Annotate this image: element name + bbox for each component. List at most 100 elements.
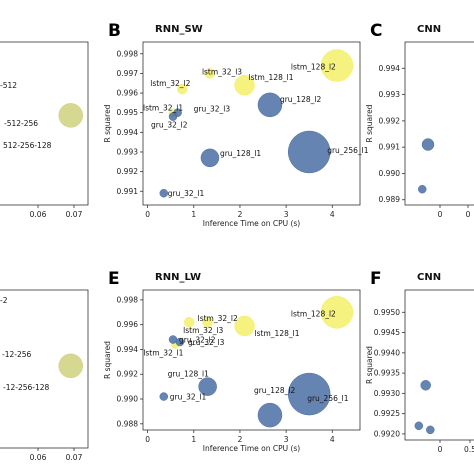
y-tick-label: 0.988 <box>117 419 139 428</box>
panel-title: CNN <box>417 24 441 35</box>
point-label: lstm_128_l1 <box>249 73 294 82</box>
data-point <box>176 83 188 95</box>
x-tick-label: 0 <box>145 435 150 444</box>
point-label: lstm_32_l1 <box>143 349 183 358</box>
data-point <box>320 296 354 329</box>
y-tick-label: 0.9950 <box>374 308 400 317</box>
point-label: -512 <box>0 81 17 90</box>
y-tick-label: 0.9940 <box>374 348 400 357</box>
data-point <box>234 315 255 337</box>
point-label: gru_128_l2 <box>254 386 295 395</box>
point-label: -512-256 <box>4 119 38 128</box>
x-tick-label: 2 <box>238 435 243 444</box>
panel-title: CNN <box>417 272 441 283</box>
panel-letter: C <box>370 21 382 41</box>
point-label: 512-256-128 <box>3 141 52 150</box>
panel-letter: E <box>108 269 120 289</box>
panel-letter: F <box>370 269 382 289</box>
point-label: -12-256-128 <box>3 383 50 392</box>
x-tick-label: 1 <box>191 210 196 219</box>
data-point <box>320 49 354 82</box>
data-point <box>159 188 169 198</box>
point-label: gru_128_l1 <box>168 370 209 379</box>
data-point <box>204 68 216 79</box>
plot-frame <box>142 289 361 431</box>
x-tick-label: 0 <box>466 210 471 219</box>
data-point <box>58 353 83 379</box>
point-label: gru_32_l1 <box>170 393 207 402</box>
panel-5: E RNN_LW 0.988 0.990 0.992 0.994 0.996 0.998 R s… <box>103 269 361 453</box>
panel-letter: B <box>108 21 121 41</box>
x-tick-label: 0.07 <box>66 453 83 462</box>
y-tick-label: 0.994 <box>379 64 401 73</box>
y-tick-label: 0.991 <box>379 143 401 152</box>
data-point <box>414 421 424 431</box>
point-label: gru_32_l2 <box>179 336 216 345</box>
x-axis-label: Inference Time on CPU (s) <box>203 219 301 228</box>
data-point <box>202 316 213 328</box>
x-tick-label: 0.5 <box>464 445 474 454</box>
data-point <box>287 372 331 416</box>
point-label: gru_32_l3 <box>188 338 225 347</box>
point-label: lstm_128_l2 <box>291 63 336 72</box>
x-axis-label: Inference Time on CPU (s) <box>203 444 301 453</box>
y-tick-label: 0.996 <box>117 89 139 98</box>
point-label: gru_256_l1 <box>327 146 368 155</box>
y-tick-label: 0.9935 <box>374 369 400 378</box>
x-tick-label: 1 <box>191 435 196 444</box>
data-point <box>200 148 220 168</box>
data-point <box>257 402 283 428</box>
x-tick-label: 0.06 <box>30 453 47 462</box>
data-point <box>234 74 255 96</box>
y-axis-label: R squared <box>103 104 112 142</box>
data-point <box>168 335 178 344</box>
data-point <box>287 130 331 174</box>
x-tick-label: 3 <box>284 435 289 444</box>
y-tick-label: 0.9925 <box>374 409 400 418</box>
data-point <box>168 112 178 121</box>
y-tick-label: 0.994 <box>117 345 139 354</box>
panel-3: C CNN 0.989 0.990 0.991 0.992 0.993 0.994 R squa… <box>365 21 474 219</box>
point-label: gru_256_l1 <box>307 394 348 403</box>
point-label: lstm_32_l2 <box>198 314 238 323</box>
x-tick-label: 0 <box>145 210 150 219</box>
y-tick-label: 0.993 <box>117 147 139 156</box>
y-tick-label: 0.998 <box>117 49 139 58</box>
data-point <box>426 425 435 435</box>
point-label: gru_128_l1 <box>220 149 261 158</box>
x-tick-label: 4 <box>330 210 335 219</box>
data-point <box>183 316 195 328</box>
y-axis-label: R squared <box>365 346 374 384</box>
y-tick-label: 0.991 <box>117 187 139 196</box>
point-label: lstm_32_l2 <box>150 79 190 88</box>
plot-frame <box>142 41 361 206</box>
y-tick-label: 0.9945 <box>374 328 400 337</box>
y-tick-label: 0.993 <box>379 90 401 99</box>
point-label: -2 <box>0 296 8 305</box>
data-point <box>198 377 217 396</box>
y-tick-label: 0.995 <box>117 108 139 117</box>
y-tick-label: 0.9930 <box>374 389 400 398</box>
point-label: gru_32_l1 <box>168 189 205 198</box>
data-point <box>418 184 427 194</box>
data-point <box>159 392 169 401</box>
x-tick-label: 0 <box>438 210 443 219</box>
data-point <box>58 103 83 128</box>
y-tick-label: 0.992 <box>117 167 139 176</box>
data-point <box>257 92 283 118</box>
x-tick-label: 0.07 <box>66 210 83 219</box>
x-tick-label: 0.06 <box>30 210 47 219</box>
panel-1: 0.06 0.07 -512 -512-256 512-256-128 <box>0 41 89 219</box>
x-tick-label: 0 <box>438 445 443 454</box>
panel-2: B RNN_SW 0.991 0.992 0.993 0.994 0.995 0.996 0.9… <box>103 21 369 228</box>
panel-title: RNN_SW <box>155 24 203 35</box>
point-label: gru_32_l3 <box>194 105 231 114</box>
point-label: lstm_128_l2 <box>291 309 336 318</box>
y-tick-label: 0.997 <box>117 69 139 78</box>
point-label: -12-256 <box>2 350 31 359</box>
y-axis-label: R squared <box>103 341 112 379</box>
x-tick-label: 4 <box>330 435 335 444</box>
plot-frame <box>0 41 89 206</box>
point-label: lstm_32_l3 <box>202 67 242 76</box>
